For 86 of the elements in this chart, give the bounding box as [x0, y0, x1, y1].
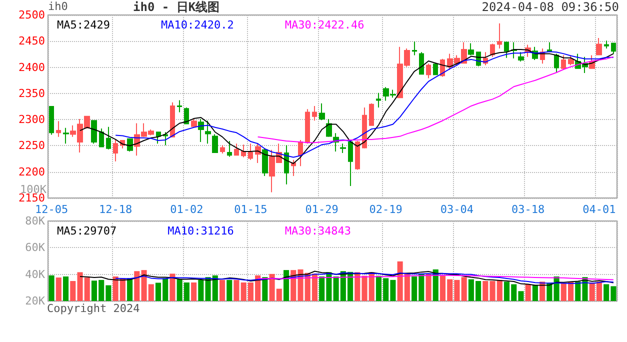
- candlestick: [305, 108, 310, 144]
- candlestick: [355, 140, 360, 170]
- y-tick-label: 2350: [18, 86, 45, 100]
- candlestick: [170, 102, 175, 138]
- line-series: [257, 56, 614, 144]
- y-tick-label: 2450: [18, 34, 45, 48]
- x-tick-label: 01-29: [305, 203, 338, 216]
- candlestick: [291, 159, 296, 177]
- candlestick: [376, 92, 381, 108]
- x-tick-label: 01-02: [170, 203, 204, 216]
- chart-title: ih0 - 日K线图: [133, 0, 220, 14]
- text: MA5:29707: [57, 224, 117, 238]
- candlestick: [227, 140, 232, 158]
- candlestick: [205, 120, 211, 144]
- x-tick-label: 02-19: [369, 203, 402, 216]
- candlestick: [312, 105, 317, 122]
- candlestick: [248, 143, 253, 160]
- candlestick: [547, 42, 552, 53]
- text: MA10:31216: [168, 224, 234, 238]
- candlestick: [340, 143, 346, 154]
- candlestick: [127, 138, 133, 152]
- candlestick: [596, 38, 602, 56]
- text: Copyright 2024: [47, 302, 140, 315]
- y-tick-label: 2250: [18, 139, 45, 152]
- candlestick: [49, 106, 54, 136]
- candlestick: [177, 100, 182, 113]
- candlestick: [497, 22, 502, 49]
- line-series: [115, 272, 614, 284]
- candlestick: [326, 118, 332, 138]
- candlestick: [234, 143, 239, 156]
- candlestick: [611, 42, 616, 54]
- x-tick-label: 04-01: [582, 203, 616, 216]
- y-tick-label: 2300: [18, 113, 45, 126]
- candlestick: [113, 139, 118, 162]
- text: ih0: [48, 0, 68, 13]
- candlestick: [419, 52, 424, 76]
- y-tick-label: 60K: [25, 241, 46, 254]
- y-tick-label: 40K: [25, 268, 46, 281]
- candlestick: [348, 139, 353, 186]
- candlestick: [220, 144, 225, 154]
- candlestick: [369, 102, 374, 126]
- candlestick: [156, 132, 161, 144]
- candlestick: [212, 134, 218, 154]
- candlestick: [426, 63, 431, 79]
- x-tick-label: 12-05: [34, 203, 68, 216]
- candlestick: [511, 42, 517, 59]
- candlestick: [63, 127, 69, 144]
- text: MA10:2420.2: [160, 18, 234, 32]
- x-tick-label: 03-04: [440, 203, 474, 216]
- candlestick: [298, 139, 303, 167]
- candlestick: [99, 128, 104, 148]
- x-tick-label: 12-18: [99, 203, 132, 216]
- candlestick: [56, 120, 61, 138]
- candlestick: [604, 40, 609, 49]
- y-tick-label: 2400: [18, 60, 45, 74]
- chart-subtitle: 2024-04-08 09:36:50: [482, 0, 620, 14]
- candlestick: [490, 43, 495, 58]
- line-series: [80, 270, 614, 286]
- y-tick-label: 80K: [25, 214, 46, 228]
- candlestick: [106, 126, 111, 150]
- y-tick-label: 2500: [18, 8, 45, 22]
- candlestick: [284, 144, 289, 185]
- text: MA5:2429: [57, 18, 110, 32]
- x-tick-label: 03-18: [512, 203, 545, 216]
- candlestick: [412, 41, 417, 56]
- text: MA30:2422.46: [284, 18, 364, 32]
- candlestick: [319, 102, 325, 121]
- candlestick: [554, 53, 559, 74]
- y-tick-label: 2200: [18, 165, 45, 178]
- candlestick: [91, 120, 97, 144]
- text: MA30:34843: [284, 224, 352, 238]
- candlestick: [184, 107, 189, 125]
- candlestick: [241, 144, 246, 158]
- y-tick-label: 20K: [25, 294, 46, 308]
- candlestick: [198, 118, 204, 143]
- x-tick-label: 01-15: [234, 203, 268, 216]
- candlestick: [468, 42, 474, 56]
- candlestick: [262, 148, 268, 177]
- candlestick: [163, 132, 168, 146]
- candlestick: [561, 54, 566, 70]
- candlestick: [568, 54, 574, 66]
- y-tick-label: 2150: [18, 192, 45, 204]
- candlestick: [504, 41, 509, 58]
- candlestick: [191, 118, 197, 127]
- candlestick: [433, 62, 438, 76]
- candlestick: [518, 52, 524, 62]
